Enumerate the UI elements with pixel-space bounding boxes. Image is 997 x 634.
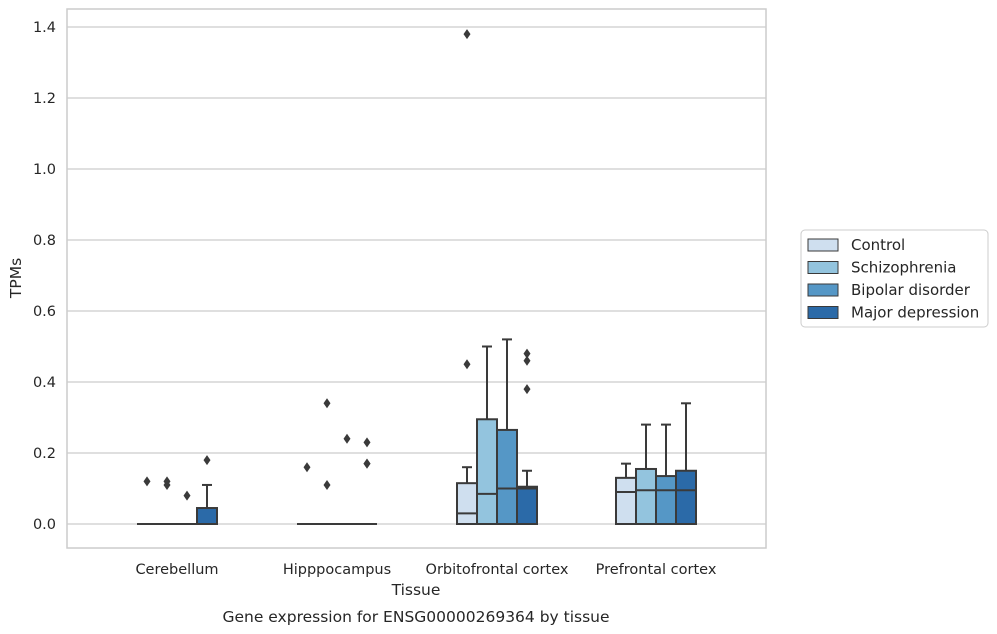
box-major-depression [675,402,697,525]
outlier-point [523,355,531,366]
y-axis-title: TPMs [7,258,25,299]
outlier-point [343,433,351,444]
box-schizophrenia [635,423,657,526]
outlier-point [163,476,171,487]
box-control [615,462,637,526]
x-axis-title: Tissue [391,581,441,599]
grid-lines [67,26,766,525]
outlier-point [143,476,151,487]
box-body [635,467,657,526]
legend-label: Schizophrenia [851,259,956,277]
box-schizophrenia [476,345,498,525]
plot-frame [66,8,767,549]
outlier-point [203,455,211,466]
y-tick-label: 0.0 [33,517,56,533]
box-body [516,485,538,526]
box-control [297,462,317,525]
x-tick-label: Prefrontal cortex [596,562,717,578]
legend-swatch [807,261,839,274]
box-major-depression [196,455,218,525]
box-major-depression [357,437,377,525]
y-tick-label: 1.0 [33,162,56,178]
outlier-point [363,437,371,448]
legend-swatch [807,306,839,319]
outlier-point [523,384,531,395]
x-tick-label: Orbitofrontal cortex [426,562,569,578]
legend-label: Major depression [851,304,979,322]
box-schizophrenia [317,398,337,525]
box-bipolar-disorder [655,423,677,526]
legend-swatch [807,283,839,297]
outlier-point [183,490,191,501]
y-tick-label: 1.4 [33,20,56,36]
box-body [196,507,218,525]
outlier-point [323,479,331,490]
box-control [456,29,478,525]
box-body [456,482,478,525]
box-bipolar-disorder [496,338,518,525]
legend: Control Schizophrenia Bipolar disorder Majo… [800,229,989,328]
y-tick-label: 0.6 [33,304,56,320]
box-body [675,469,697,525]
box-control [137,476,157,525]
y-tick-label: 0.2 [33,446,56,462]
outlier-point [323,398,331,409]
outlier-point [523,348,531,359]
outlier-point [303,462,311,473]
y-tick-label: 1.2 [33,91,56,107]
box-body [615,476,637,526]
box-body [496,428,518,525]
y-tick-label: 0.4 [33,375,56,391]
box-body [655,475,677,526]
outlier-point [463,29,471,40]
x-tick-label: Cerebellum [135,562,218,578]
x-tick-labels: Cerebellum Hipppocampus Orbitofrontal cort… [135,562,716,578]
legend-frame [800,229,989,328]
box-major-depression [516,348,538,526]
legend-items: Control Schizophrenia Bipolar disorder Majo… [807,236,979,322]
box-schizophrenia [157,476,177,525]
y-tick-labels: 0.0 0.2 0.4 0.6 0.8 1.0 1.2 1.4 [33,20,56,533]
box-body [476,418,498,525]
legend-label: Bipolar disorder [851,281,971,299]
x-tick-label: Hipppocampus [283,562,391,578]
box-bipolar-disorder [337,433,357,525]
legend-swatch [807,238,839,252]
y-tick-label: 0.8 [33,233,56,249]
chart-caption: Gene expression for ENSG00000269364 by t… [222,608,609,626]
outlier-point [463,359,471,370]
legend-label: Control [851,236,905,254]
box-bipolar-disorder [177,490,197,525]
box-plot-series [137,29,697,526]
outlier-point [363,458,371,469]
